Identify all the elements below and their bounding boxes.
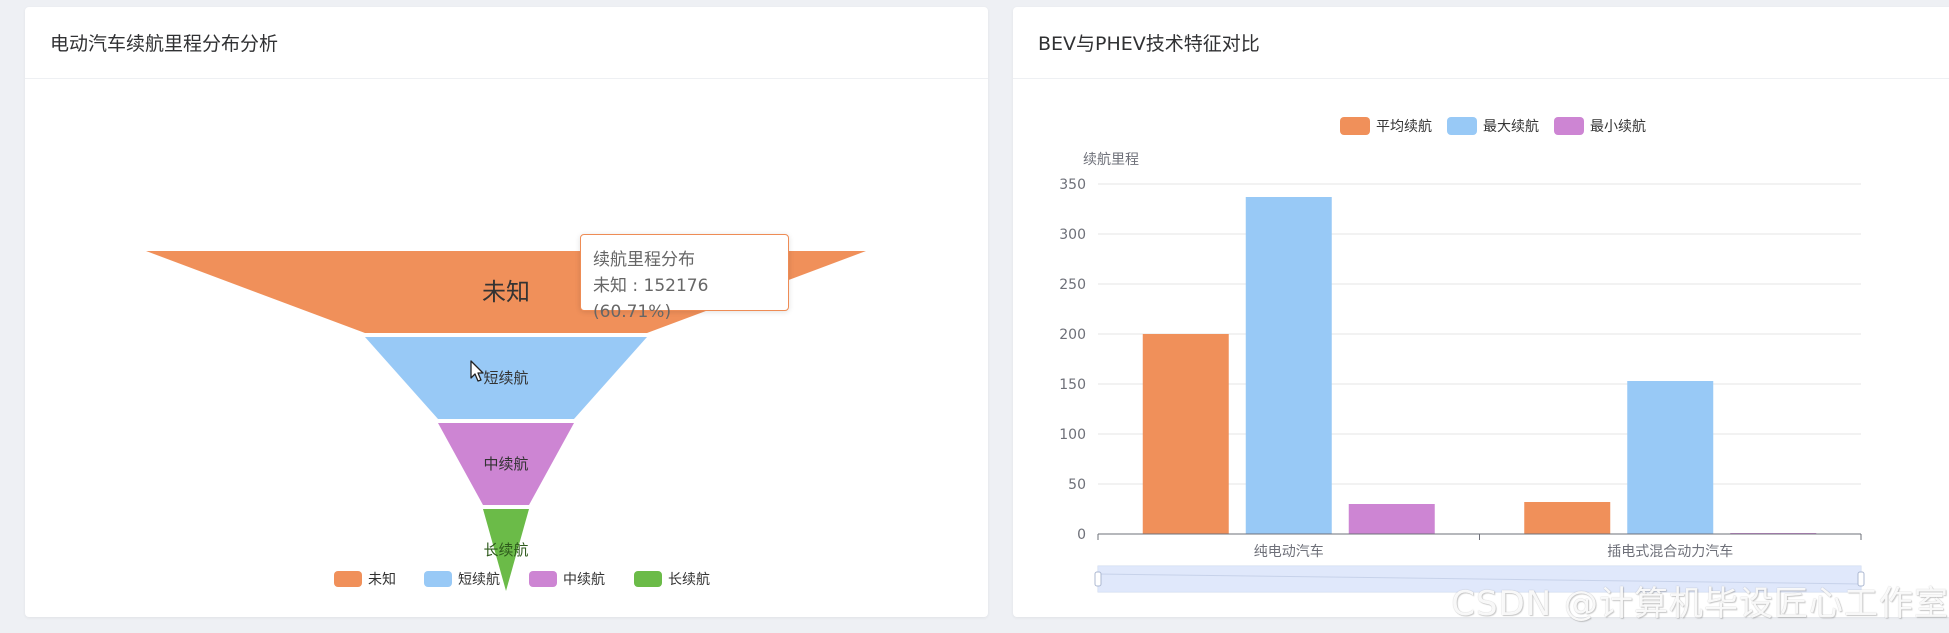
legend-swatch-1[interactable] [1447,117,1477,135]
tooltip-value: 未知 : 152176 (60.71%) [593,276,709,322]
bar-1-1[interactable] [1627,381,1714,534]
funnel-layer-2[interactable] [438,423,574,505]
funnel-label-3: 长续航 [483,541,528,559]
tooltip-title: 续航里程分布 [593,250,695,270]
datazoom-handle-left[interactable] [1094,571,1102,587]
y-tick-label: 0 [1077,527,1086,543]
card-header: 电动汽车续航里程分布分析 [25,7,988,79]
legend-label-0[interactable]: 未知 [368,571,396,588]
funnel-label-1: 短续航 [483,369,528,387]
legend-label-1[interactable]: 短续航 [458,571,500,588]
mouse-cursor-icon [470,360,484,382]
funnel-layer-1[interactable] [365,337,647,419]
legend-label-1[interactable]: 最大续航 [1483,118,1539,135]
datazoom-preview [1097,573,1862,585]
y-tick-label: 200 [1059,327,1086,343]
legend-swatch-1[interactable] [424,571,452,587]
watermark: CSDN @计算机毕设匠心工作室 [1451,584,1949,624]
legend-label-3[interactable]: 长续航 [668,571,710,588]
range-distribution-card: 电动汽车续航里程分布分析 未知 短续航 中续航 长续航 未知 短续航 中续航 长续航 续航里… [25,7,988,617]
legend-swatch-0[interactable] [1340,117,1370,135]
funnel-label-2: 中续航 [483,455,528,473]
bar-0-0[interactable] [1142,334,1229,534]
legend-label-0[interactable]: 平均续航 [1376,118,1432,135]
card-header: BEV与PHEV技术特征对比 [1013,7,1949,79]
x-tick-label: 插电式混合动力汽车 [1607,543,1733,560]
y-tick-label: 100 [1059,427,1086,443]
bar-1-0[interactable] [1524,502,1611,534]
y-tick-label: 350 [1059,177,1086,193]
y-tick-label: 300 [1059,227,1086,243]
legend-swatch-2[interactable] [1554,117,1584,135]
y-tick-label: 150 [1059,377,1086,393]
y-tick-label: 250 [1059,277,1086,293]
legend-label-2[interactable]: 最小续航 [1590,118,1646,135]
legend-swatch-0[interactable] [334,571,362,587]
datazoom-handle-right[interactable] [1857,571,1865,587]
bev-phev-comparison-card: BEV与PHEV技术特征对比 0 50 100 150 200 250 300 350 续航里程… [1013,7,1949,617]
legend-label-2[interactable]: 中续航 [563,571,605,588]
y-tick-label: 50 [1068,477,1086,493]
legend-swatch-3[interactable] [634,571,662,587]
funnel-layer-3[interactable] [483,509,529,591]
card-title: 电动汽车续航里程分布分析 [50,33,279,55]
bar-chart-area: 0 50 100 150 200 250 300 350 续航里程 纯电动汽车 插电式混合动力汽车 … [1013,79,1949,616]
y-axis-label: 续航里程 [1083,151,1139,168]
bar-0-2[interactable] [1348,504,1435,534]
legend-swatch-2[interactable] [529,571,557,587]
funnel-chart-area: 未知 短续航 中续航 长续航 未知 短续航 中续航 长续航 续航里程分布 未知 : 1521… [25,79,988,616]
funnel-label-0: 未知 [482,278,530,306]
bar-0-1[interactable] [1245,197,1332,534]
card-title: BEV与PHEV技术特征对比 [1038,33,1260,55]
chart-tooltip: 续航里程分布 未知 : 152176 (60.71%) [580,234,789,322]
x-tick-label: 纯电动汽车 [1254,543,1324,560]
